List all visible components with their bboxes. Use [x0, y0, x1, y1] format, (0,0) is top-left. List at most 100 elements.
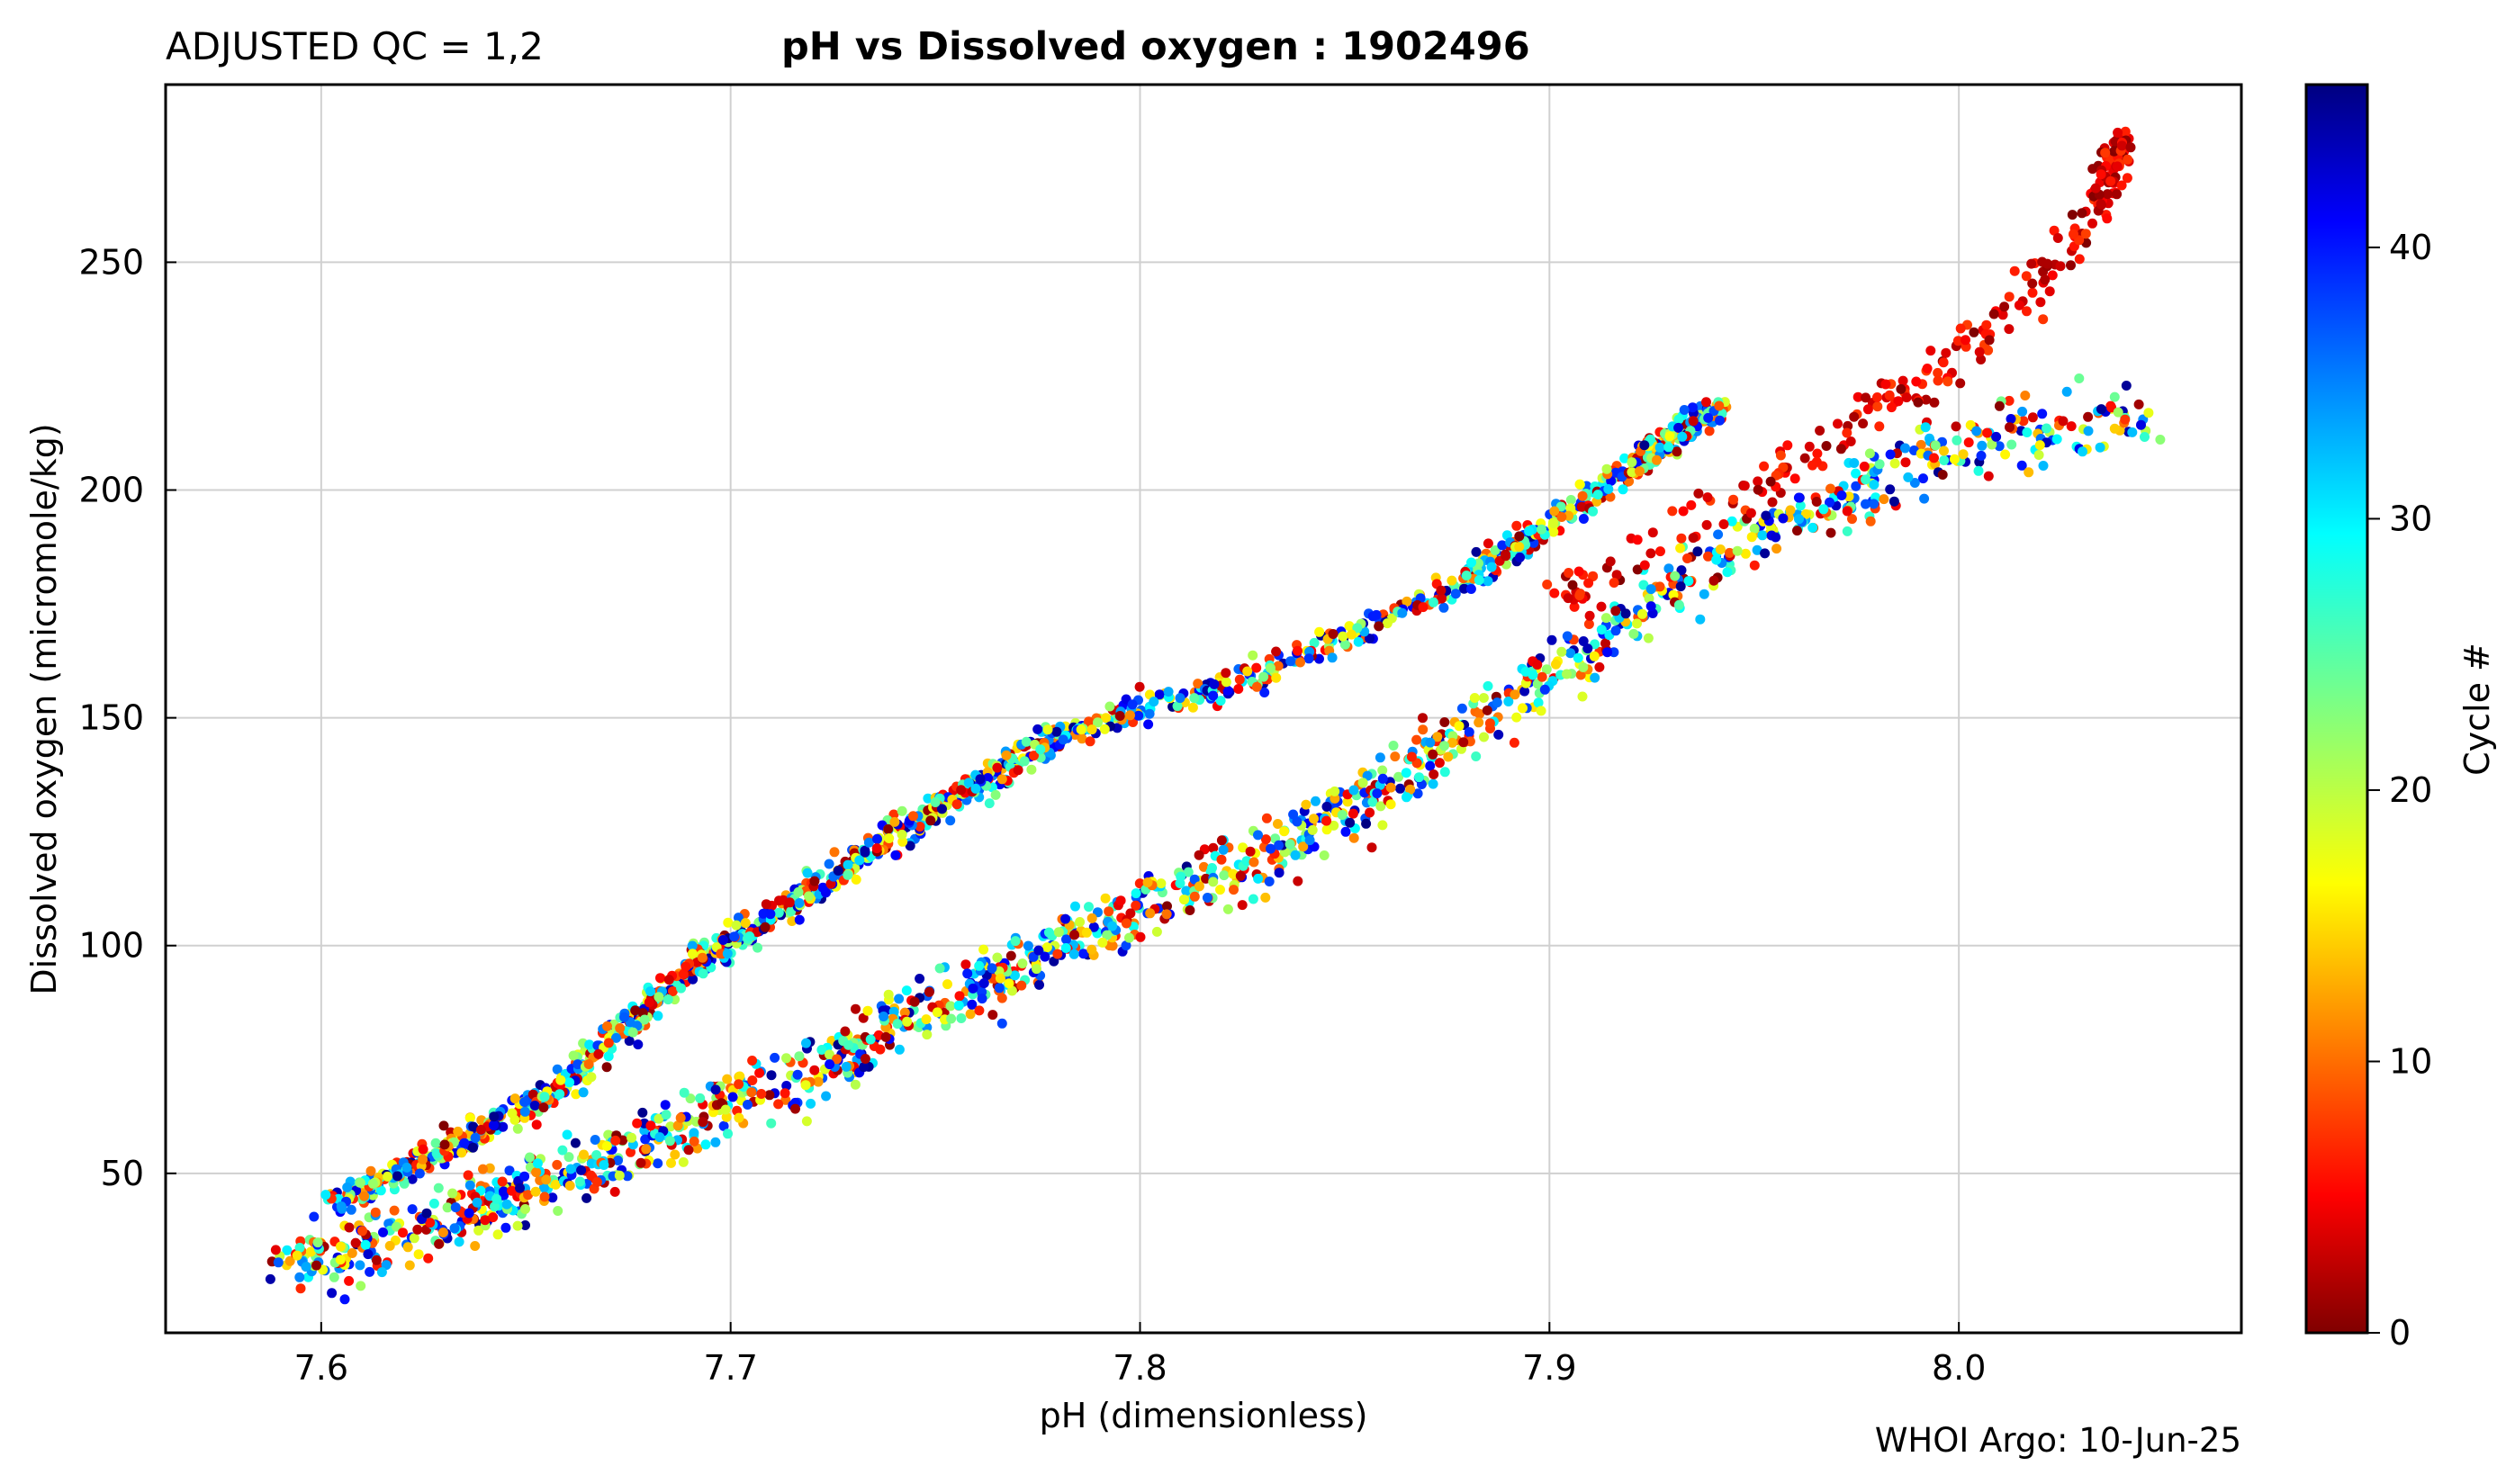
data-point: [626, 1147, 636, 1157]
data-point: [1862, 404, 1873, 415]
data-point: [1549, 506, 1560, 517]
data-point: [675, 1112, 686, 1123]
x-tick-label: 7.8: [1113, 1348, 1167, 1388]
data-point: [1667, 506, 1678, 517]
data-point: [1605, 556, 1616, 567]
data-point: [1053, 927, 1064, 938]
data-point: [1728, 494, 1739, 505]
data-point: [888, 809, 899, 820]
data-point: [829, 847, 840, 858]
data-point: [1564, 568, 1574, 578]
data-point: [1845, 436, 1856, 446]
data-point: [1454, 721, 1465, 732]
data-point: [1382, 618, 1393, 629]
x-tick-label: 7.6: [294, 1348, 348, 1388]
data-point: [615, 1023, 626, 1033]
data-point: [1181, 886, 1192, 896]
data-point: [956, 1013, 967, 1023]
data-point: [1600, 613, 1611, 624]
data-point: [678, 1156, 689, 1167]
data-point: [840, 1026, 851, 1037]
data-point: [1548, 526, 1559, 537]
data-point: [468, 1142, 478, 1153]
data-point: [1258, 671, 1269, 682]
data-point: [449, 1223, 460, 1234]
data-point: [1329, 820, 1339, 831]
data-point: [1483, 576, 1493, 587]
data-point: [930, 797, 941, 807]
data-point: [700, 1139, 711, 1150]
data-point: [1060, 913, 1071, 924]
data-point: [2051, 434, 2062, 445]
data-point: [1610, 606, 1621, 616]
data-point: [1861, 474, 1870, 485]
data-point: [356, 1281, 366, 1291]
data-point: [1339, 639, 1350, 650]
data-point: [970, 783, 981, 794]
x-tick-label: 7.7: [703, 1348, 757, 1388]
data-point: [1549, 588, 1560, 598]
data-point: [1929, 397, 1940, 408]
data-point: [2005, 422, 2015, 433]
data-point: [520, 1204, 530, 1214]
data-point: [1131, 888, 1141, 899]
data-point: [2058, 416, 2069, 427]
data-point: [1578, 662, 1589, 672]
data-point: [1601, 463, 1612, 474]
data-point: [975, 774, 986, 785]
data-point: [670, 1149, 681, 1160]
data-point: [825, 1049, 834, 1060]
data-point: [428, 1198, 439, 1209]
data-point: [1149, 697, 1159, 707]
data-point: [1573, 652, 1583, 663]
data-point: [555, 1075, 566, 1085]
data-point: [489, 1111, 500, 1122]
data-point: [470, 1132, 481, 1143]
data-point: [1127, 699, 1138, 710]
data-point: [464, 1180, 475, 1191]
data-point: [1988, 309, 1999, 319]
data-point: [2035, 297, 2046, 308]
data-point: [1811, 497, 1822, 507]
data-point: [295, 1283, 306, 1294]
data-point: [1032, 724, 1043, 734]
data-point: [1285, 839, 1295, 850]
data-point: [987, 1010, 998, 1021]
data-point: [1042, 724, 1053, 735]
data-point: [375, 1185, 386, 1196]
data-point: [2105, 175, 2116, 186]
data-point: [1099, 724, 1110, 734]
data-point: [1874, 421, 1885, 432]
data-point: [1259, 688, 1270, 697]
data-point: [1793, 492, 1804, 503]
data-point: [990, 789, 1001, 800]
data-point: [1825, 527, 1836, 538]
data-point: [1093, 717, 1103, 728]
data-point: [1032, 964, 1041, 975]
data-point: [1390, 751, 1401, 762]
data-point: [1663, 442, 1674, 453]
data-point: [766, 1118, 777, 1129]
data-point: [1237, 900, 1248, 911]
data-point: [1898, 375, 1908, 386]
data-point: [2155, 435, 2166, 445]
data-point: [937, 804, 947, 814]
data-point: [1961, 335, 1970, 346]
data-point: [520, 1220, 530, 1230]
data-point: [1327, 652, 1338, 663]
data-point: [2016, 460, 2027, 471]
data-point: [1216, 854, 1227, 865]
data-point: [609, 1186, 620, 1197]
data-point: [1676, 565, 1687, 576]
data-point: [865, 1034, 876, 1045]
data-point: [437, 1228, 448, 1237]
data-point: [1293, 876, 1303, 886]
data-point: [1632, 564, 1643, 575]
data-point: [473, 1225, 484, 1236]
data-point: [2112, 189, 2123, 200]
data-point: [843, 869, 853, 880]
data-point: [1401, 768, 1411, 778]
data-point: [1474, 558, 1483, 569]
data-point: [1654, 442, 1665, 453]
data-point: [1536, 706, 1546, 716]
